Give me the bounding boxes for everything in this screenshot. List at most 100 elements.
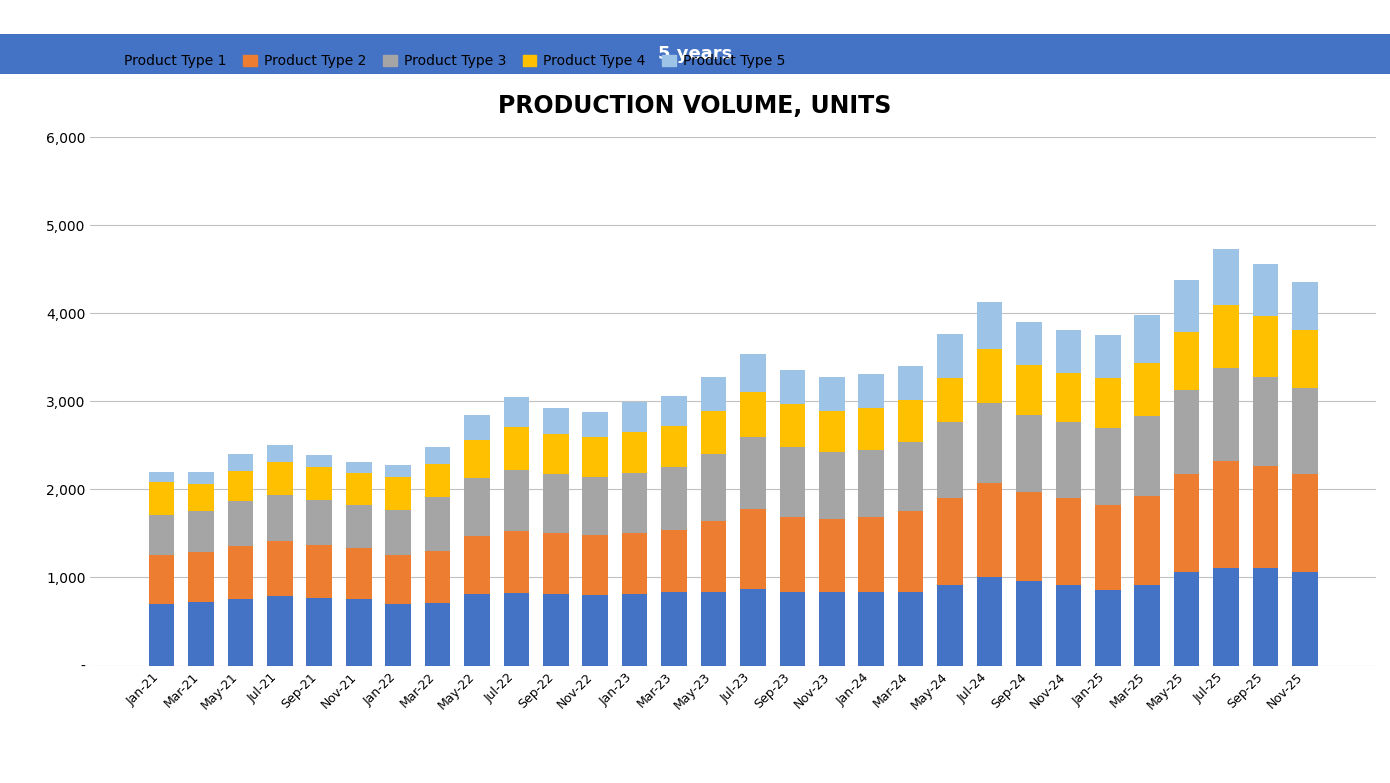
Bar — [898, 366, 923, 400]
Bar — [739, 589, 766, 666]
Bar — [780, 370, 805, 404]
Bar — [543, 594, 569, 666]
Text: PRODUCTION VOLUME, UNITS: PRODUCTION VOLUME, UNITS — [498, 94, 892, 117]
Bar — [859, 408, 884, 449]
Bar — [1134, 417, 1161, 496]
Bar — [662, 426, 687, 467]
Bar — [739, 509, 766, 589]
Bar — [543, 434, 569, 474]
Bar — [1134, 586, 1161, 666]
Bar — [662, 467, 687, 530]
Bar — [819, 453, 845, 519]
Bar — [267, 446, 293, 462]
Bar — [306, 467, 332, 500]
Bar — [464, 536, 489, 594]
Bar — [543, 474, 569, 533]
Bar — [937, 377, 963, 423]
Bar — [621, 594, 648, 666]
Bar — [1055, 498, 1081, 586]
Bar — [503, 427, 530, 470]
Bar — [1134, 363, 1161, 417]
Bar — [859, 449, 884, 517]
Bar — [662, 530, 687, 593]
Bar — [937, 498, 963, 586]
Bar — [1095, 335, 1120, 378]
Bar — [1095, 590, 1120, 666]
Bar — [977, 301, 1002, 349]
Bar — [1213, 249, 1238, 305]
Bar — [937, 334, 963, 377]
Bar — [228, 501, 253, 546]
Bar — [1016, 365, 1041, 414]
Bar — [582, 536, 607, 595]
Bar — [1252, 264, 1279, 316]
Bar — [1095, 428, 1120, 505]
Bar — [621, 402, 648, 432]
Bar — [1173, 332, 1200, 390]
Bar — [662, 593, 687, 666]
Bar — [267, 462, 293, 495]
Bar — [306, 455, 332, 467]
Bar — [1173, 280, 1200, 332]
Bar — [425, 497, 450, 551]
Bar — [780, 517, 805, 593]
Bar — [621, 533, 648, 594]
Bar — [1252, 466, 1279, 568]
Bar — [1213, 461, 1238, 568]
Bar — [425, 551, 450, 603]
Bar — [621, 432, 648, 473]
Bar — [385, 604, 411, 666]
Bar — [1213, 305, 1238, 368]
Bar — [346, 473, 371, 505]
Bar — [425, 447, 450, 464]
Bar — [228, 546, 253, 598]
Bar — [1016, 322, 1041, 365]
Bar — [819, 593, 845, 666]
Bar — [1055, 586, 1081, 666]
Bar — [1055, 423, 1081, 498]
Bar — [898, 511, 923, 592]
Bar — [859, 374, 884, 409]
Bar — [228, 598, 253, 666]
Bar — [464, 414, 489, 440]
Bar — [739, 392, 766, 438]
Bar — [306, 597, 332, 666]
Bar — [188, 511, 214, 552]
Bar — [780, 447, 805, 517]
Bar — [977, 403, 1002, 483]
Bar — [1134, 315, 1161, 363]
Bar — [819, 519, 845, 593]
Bar — [149, 482, 174, 515]
Bar — [346, 548, 371, 600]
Bar — [385, 510, 411, 554]
Bar — [582, 477, 607, 536]
Bar — [582, 438, 607, 477]
Bar — [1055, 330, 1081, 373]
Bar — [149, 471, 174, 482]
Bar — [621, 473, 648, 533]
Bar — [346, 505, 371, 548]
Bar — [739, 438, 766, 509]
Bar — [1293, 572, 1318, 666]
Bar — [1293, 283, 1318, 330]
Bar — [543, 409, 569, 434]
Bar — [464, 440, 489, 478]
Bar — [819, 377, 845, 411]
Bar — [149, 554, 174, 604]
Bar — [937, 586, 963, 666]
Bar — [1252, 377, 1279, 466]
Text: 5 years: 5 years — [657, 45, 733, 63]
Bar — [267, 541, 293, 596]
Bar — [898, 592, 923, 666]
Bar — [662, 396, 687, 426]
Bar — [385, 554, 411, 604]
Bar — [425, 464, 450, 497]
Legend: Product Type 1, Product Type 2, Product Type 3, Product Type 4, Product Type 5: Product Type 1, Product Type 2, Product … — [97, 49, 791, 74]
Bar — [1252, 316, 1279, 377]
Bar — [1055, 373, 1081, 423]
Bar — [267, 596, 293, 666]
Bar — [1213, 368, 1238, 461]
Bar — [1293, 474, 1318, 572]
Bar — [898, 400, 923, 442]
Bar — [1173, 572, 1200, 666]
